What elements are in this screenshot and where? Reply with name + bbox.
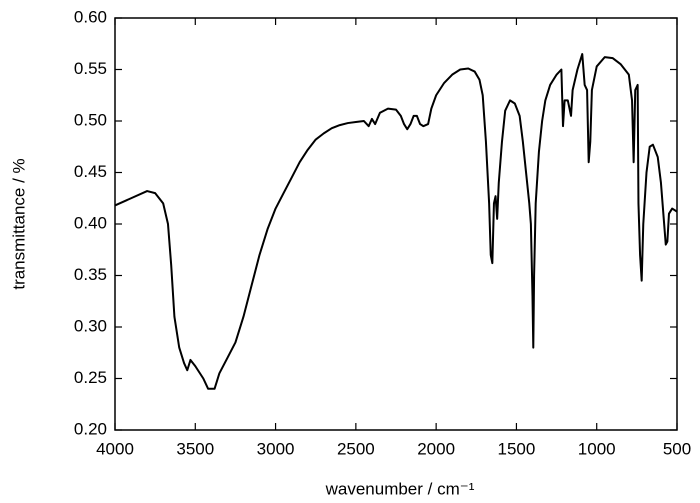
y-axis-label: transmittance / % — [9, 158, 28, 289]
y-tick-label: 0.20 — [74, 419, 107, 438]
y-tick-label: 0.50 — [74, 110, 107, 129]
y-tick-label: 0.55 — [74, 59, 107, 78]
x-tick-label: 3500 — [176, 439, 214, 458]
spectrum-line — [114, 53, 678, 390]
y-tick-label: 0.45 — [74, 162, 107, 181]
x-axis-label: wavenumber / cm⁻¹ — [325, 479, 475, 498]
x-tick-label: 1000 — [578, 439, 616, 458]
y-tick-label: 0.40 — [74, 213, 107, 232]
x-tick-label: 2500 — [337, 439, 375, 458]
y-tick-label: 0.35 — [74, 265, 107, 284]
x-tick-label: 1500 — [498, 439, 536, 458]
y-tick-label: 0.60 — [74, 7, 107, 26]
plot-frame — [114, 17, 678, 431]
x-tick-label: 2000 — [417, 439, 455, 458]
x-tick-label: 4000 — [96, 439, 134, 458]
y-tick-label: 0.25 — [74, 368, 107, 387]
x-tick-label: 3000 — [257, 439, 295, 458]
y-tick-label: 0.30 — [74, 316, 107, 335]
x-tick-label: 500 — [663, 439, 691, 458]
